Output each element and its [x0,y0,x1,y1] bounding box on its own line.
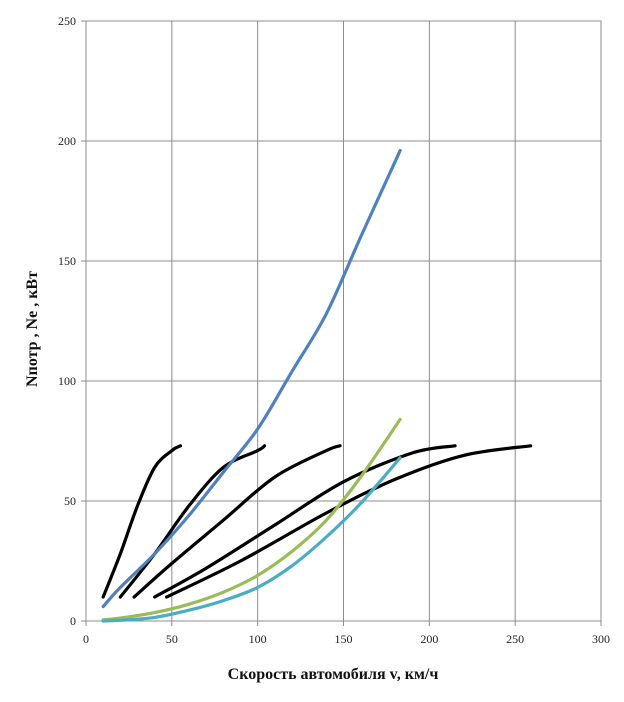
x-tick-label-3: 150 [335,632,353,646]
x-axis-label: Скорость автомобиля v, км/ч [228,666,439,683]
y-tick-label-2: 100 [58,374,76,388]
series-line-6 [101,417,402,622]
x-tick-label-0: 0 [83,632,89,646]
y-tick-label-5: 250 [58,14,76,28]
series-line-4 [165,444,533,599]
series-line-5 [101,149,402,609]
series-line-0 [101,444,183,599]
series-line-2 [132,444,342,599]
series-line-7 [101,456,402,623]
x-tick-label-2: 100 [249,632,267,646]
y-axis-label: Nпотр , Ne , кВт [24,271,41,387]
x-tick-label-6: 300 [592,632,610,646]
x-tick-label-1: 50 [166,632,178,646]
tick-labels: 0 50 100 150 200 250 300 0 50 100 150 200 250 [58,14,610,646]
y-tick-label-1: 50 [64,494,76,508]
y-tick-label-0: 0 [70,614,76,628]
grid [81,20,602,626]
series-line-3 [153,444,457,599]
x-tick-label-5: 250 [506,632,524,646]
x-tick-label-4: 200 [420,632,438,646]
y-tick-label-3: 150 [58,254,76,268]
series-group [101,149,533,623]
y-tick-label-4: 200 [58,134,76,148]
